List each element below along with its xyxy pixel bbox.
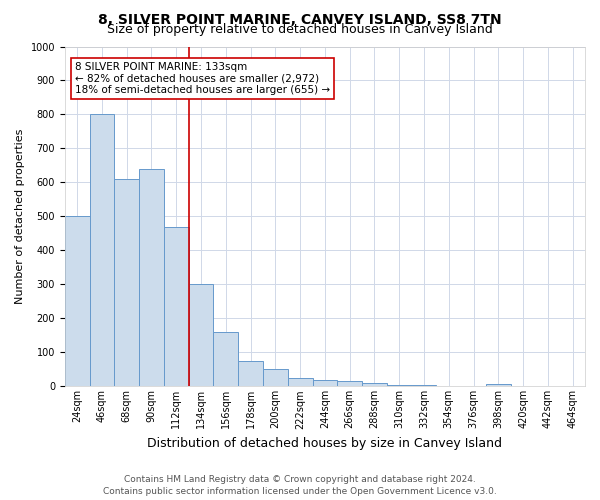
Bar [362, 383, 387, 386]
Bar [387, 384, 412, 386]
Bar [115, 179, 139, 386]
Text: Contains HM Land Registry data © Crown copyright and database right 2024.
Contai: Contains HM Land Registry data © Crown c… [103, 474, 497, 496]
Bar [486, 384, 511, 386]
Bar [288, 378, 313, 386]
Text: Size of property relative to detached houses in Canvey Island: Size of property relative to detached ho… [107, 22, 493, 36]
Bar [313, 380, 337, 386]
Bar [238, 361, 263, 386]
Bar [214, 332, 238, 386]
Bar [164, 226, 188, 386]
Text: 8 SILVER POINT MARINE: 133sqm
← 82% of detached houses are smaller (2,972)
18% o: 8 SILVER POINT MARINE: 133sqm ← 82% of d… [75, 62, 331, 95]
Bar [337, 382, 362, 386]
Bar [263, 370, 288, 386]
Bar [89, 114, 115, 386]
Y-axis label: Number of detached properties: Number of detached properties [15, 129, 25, 304]
X-axis label: Distribution of detached houses by size in Canvey Island: Distribution of detached houses by size … [148, 437, 502, 450]
Bar [65, 216, 89, 386]
Bar [139, 169, 164, 386]
Text: 8, SILVER POINT MARINE, CANVEY ISLAND, SS8 7TN: 8, SILVER POINT MARINE, CANVEY ISLAND, S… [98, 12, 502, 26]
Bar [188, 284, 214, 386]
